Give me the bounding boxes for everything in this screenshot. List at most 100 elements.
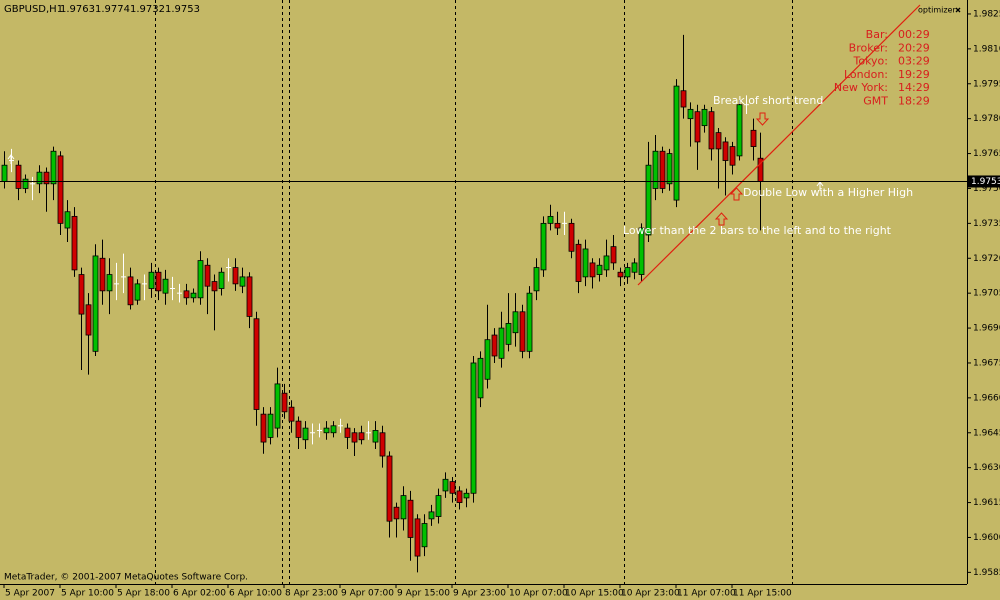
y-tick-label: 1.9795 — [973, 79, 1000, 89]
x-tick-label: 9 Apr 23:00 — [453, 589, 506, 599]
y-tick-label: 1.9750 — [973, 184, 1000, 194]
x-tick-label: 5 Apr 18:00 — [117, 589, 170, 599]
y-tick-label: 1.9615 — [973, 498, 1000, 508]
candle-body — [463, 492, 470, 499]
candle-body — [57, 155, 64, 224]
y-tick-label: 1.9720 — [973, 254, 1000, 264]
annotation: Lower than the 2 bars to the left and to… — [623, 224, 892, 237]
candle-body — [414, 518, 421, 557]
candle-body — [183, 290, 190, 299]
candle-body — [582, 248, 589, 278]
close-icon[interactable] — [955, 7, 961, 13]
x-tick-label: 10 Apr 23:00 — [621, 589, 680, 599]
candle-body — [36, 171, 43, 185]
y-tick-label: 1.9765 — [973, 149, 1000, 159]
header-title: GBPUSD,H1 — [4, 4, 63, 15]
candle-body — [43, 171, 50, 185]
candle-body — [708, 111, 715, 150]
trend-line — [637, 4, 921, 286]
annotation: Double Low with a Higher High — [743, 186, 913, 199]
x-tick-label: 6 Apr 02:00 — [173, 589, 226, 599]
candle-body — [610, 246, 617, 264]
copyright: MetaTrader, © 2001-2007 MetaQuotes Softw… — [4, 573, 248, 583]
candle-body — [162, 278, 169, 294]
clock-time: 00:29 — [898, 28, 930, 41]
candle-body — [239, 276, 246, 287]
candle-body — [92, 255, 99, 352]
y-tick-label: 1.9675 — [973, 358, 1000, 368]
candle-body — [575, 243, 582, 282]
candle-body — [330, 425, 337, 434]
clock-label: Bar: — [866, 28, 888, 41]
y-tick-label: 1.9660 — [973, 393, 1000, 403]
y-tick-label: 1.9645 — [973, 428, 1000, 438]
candle-body — [442, 478, 449, 492]
clock-time: 03:29 — [898, 55, 930, 68]
candle-body — [750, 129, 757, 147]
candle-body — [323, 427, 330, 434]
candle-body — [50, 150, 57, 185]
clock-label: Broker: — [849, 41, 888, 54]
candle-body — [15, 164, 22, 189]
header-open: 1.9763 — [60, 4, 95, 15]
candle-body — [358, 432, 365, 441]
header-close: 1.9753 — [165, 4, 200, 15]
y-tick-label: 1.9630 — [973, 463, 1000, 473]
clock-label: London: — [844, 68, 888, 81]
y-tick-label: 1.9825 — [973, 9, 1000, 19]
y-tick-label: 1.9690 — [973, 324, 1000, 334]
candle-body — [218, 271, 225, 289]
x-tick-label: 9 Apr 07:00 — [341, 589, 394, 599]
candle-body — [596, 264, 603, 275]
candle-body — [673, 85, 680, 201]
candle-body — [519, 311, 526, 352]
candle-body — [260, 413, 267, 443]
candle-body — [456, 490, 463, 503]
candle-body — [491, 334, 498, 357]
candle-body — [267, 413, 274, 438]
candle-body — [470, 362, 477, 494]
y-tick-label: 1.9600 — [973, 533, 1000, 543]
candle-body — [638, 227, 645, 275]
candle-body — [652, 150, 659, 189]
x-tick-label: 11 Apr 07:00 — [677, 589, 736, 599]
fractal-arrow — [714, 212, 729, 226]
candle-body — [722, 141, 729, 161]
x-tick-label: 10 Apr 07:00 — [509, 589, 568, 599]
candle-body — [351, 432, 358, 443]
candle-body — [687, 108, 694, 120]
candle-body — [197, 260, 204, 299]
candle-body — [729, 146, 736, 166]
candle-body — [505, 323, 512, 345]
clock-time: 19:29 — [898, 68, 930, 81]
candle-body — [666, 153, 673, 185]
candle-body — [379, 432, 386, 457]
candle-body — [127, 276, 134, 306]
candle-body — [22, 178, 29, 189]
x-tick-label: 8 Apr 23:00 — [285, 589, 338, 599]
candle-body — [631, 262, 638, 273]
candle-body — [736, 104, 743, 157]
candle-body — [204, 264, 211, 287]
y-tick-label: 1.9735 — [973, 219, 1000, 229]
candle-body — [106, 274, 113, 292]
bid-label-box — [968, 175, 1000, 188]
candle-body — [554, 222, 561, 229]
candle-body — [246, 276, 253, 317]
x-tick-label: 10 Apr 15:00 — [565, 589, 624, 599]
y-tick-label: 1.9780 — [973, 114, 1000, 124]
x-tick-label: 9 Apr 15:00 — [397, 589, 450, 599]
candle-body — [540, 222, 547, 271]
candle-body — [232, 267, 239, 285]
candle-body — [694, 111, 701, 143]
panel-title: optimizer — [918, 6, 956, 15]
header-high: 1.9774 — [95, 4, 130, 15]
candle-body — [512, 311, 519, 334]
candle-body — [288, 406, 295, 422]
candle-body — [400, 495, 407, 520]
header-low: 1.9732 — [130, 4, 165, 15]
candle-body — [701, 108, 708, 127]
candle-body — [624, 267, 631, 278]
